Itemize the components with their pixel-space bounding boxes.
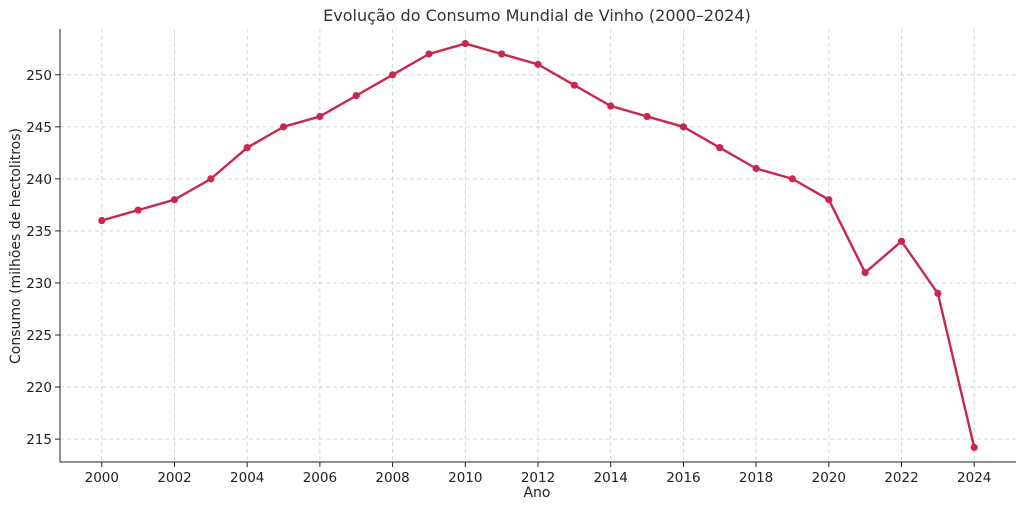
y-tick-label: 230 (26, 276, 52, 292)
data-point (534, 60, 542, 68)
x-tick-label: 2016 (666, 470, 700, 486)
x-tick-label: 2024 (957, 470, 991, 486)
data-point (970, 443, 978, 452)
data-point (170, 196, 179, 204)
y-tick-label: 225 (26, 328, 52, 344)
data-point (825, 196, 833, 204)
data-point (679, 123, 687, 131)
x-tick-label: 2004 (230, 470, 264, 486)
data-point (498, 50, 506, 58)
y-tick-label: 250 (26, 68, 52, 84)
x-tick-label: 2006 (303, 470, 337, 486)
data-point (934, 289, 942, 297)
x-tick-label: 2000 (85, 470, 119, 486)
x-axis-title: Ano (523, 485, 550, 501)
data-point (279, 123, 288, 131)
y-tick-label: 245 (26, 120, 52, 136)
data-point (352, 92, 360, 100)
x-tick-label: 2018 (739, 470, 773, 486)
data-point (316, 112, 324, 121)
data-point (607, 102, 615, 110)
data-point (243, 144, 251, 152)
data-point (461, 39, 469, 48)
data-point (643, 112, 651, 121)
data-point (570, 81, 578, 89)
data-point (134, 206, 142, 214)
x-tick-label: 2012 (521, 470, 555, 486)
data-point (716, 144, 724, 152)
ticks: 2000 2002 2004 2006 2008 2010 2012 2014 2016 2018… (26, 68, 991, 486)
series (98, 39, 978, 452)
y-tick-label: 220 (26, 380, 52, 396)
y-tick-label: 235 (26, 224, 52, 240)
data-point (425, 50, 433, 58)
x-tick-label: 2008 (375, 470, 409, 486)
data-point (752, 164, 760, 173)
x-tick-label: 2020 (812, 470, 846, 486)
x-tick-label: 2002 (157, 470, 191, 486)
grid (60, 29, 1016, 462)
x-tick-label: 2022 (884, 470, 918, 486)
data-point (389, 71, 397, 79)
data-point (861, 268, 869, 277)
y-tick-label: 215 (26, 432, 52, 448)
data-point (897, 237, 906, 245)
x-tick-label: 2014 (594, 470, 628, 486)
x-tick-label: 2010 (448, 470, 482, 486)
y-axis-title: Consumo (milhões de hectolitros) (8, 128, 24, 364)
data-point (207, 175, 215, 183)
chart-title: Evolução do Consumo Mundial de Vinho (20… (323, 6, 751, 25)
data-point (788, 175, 797, 183)
data-point (98, 216, 106, 225)
y-tick-label: 240 (26, 172, 52, 188)
